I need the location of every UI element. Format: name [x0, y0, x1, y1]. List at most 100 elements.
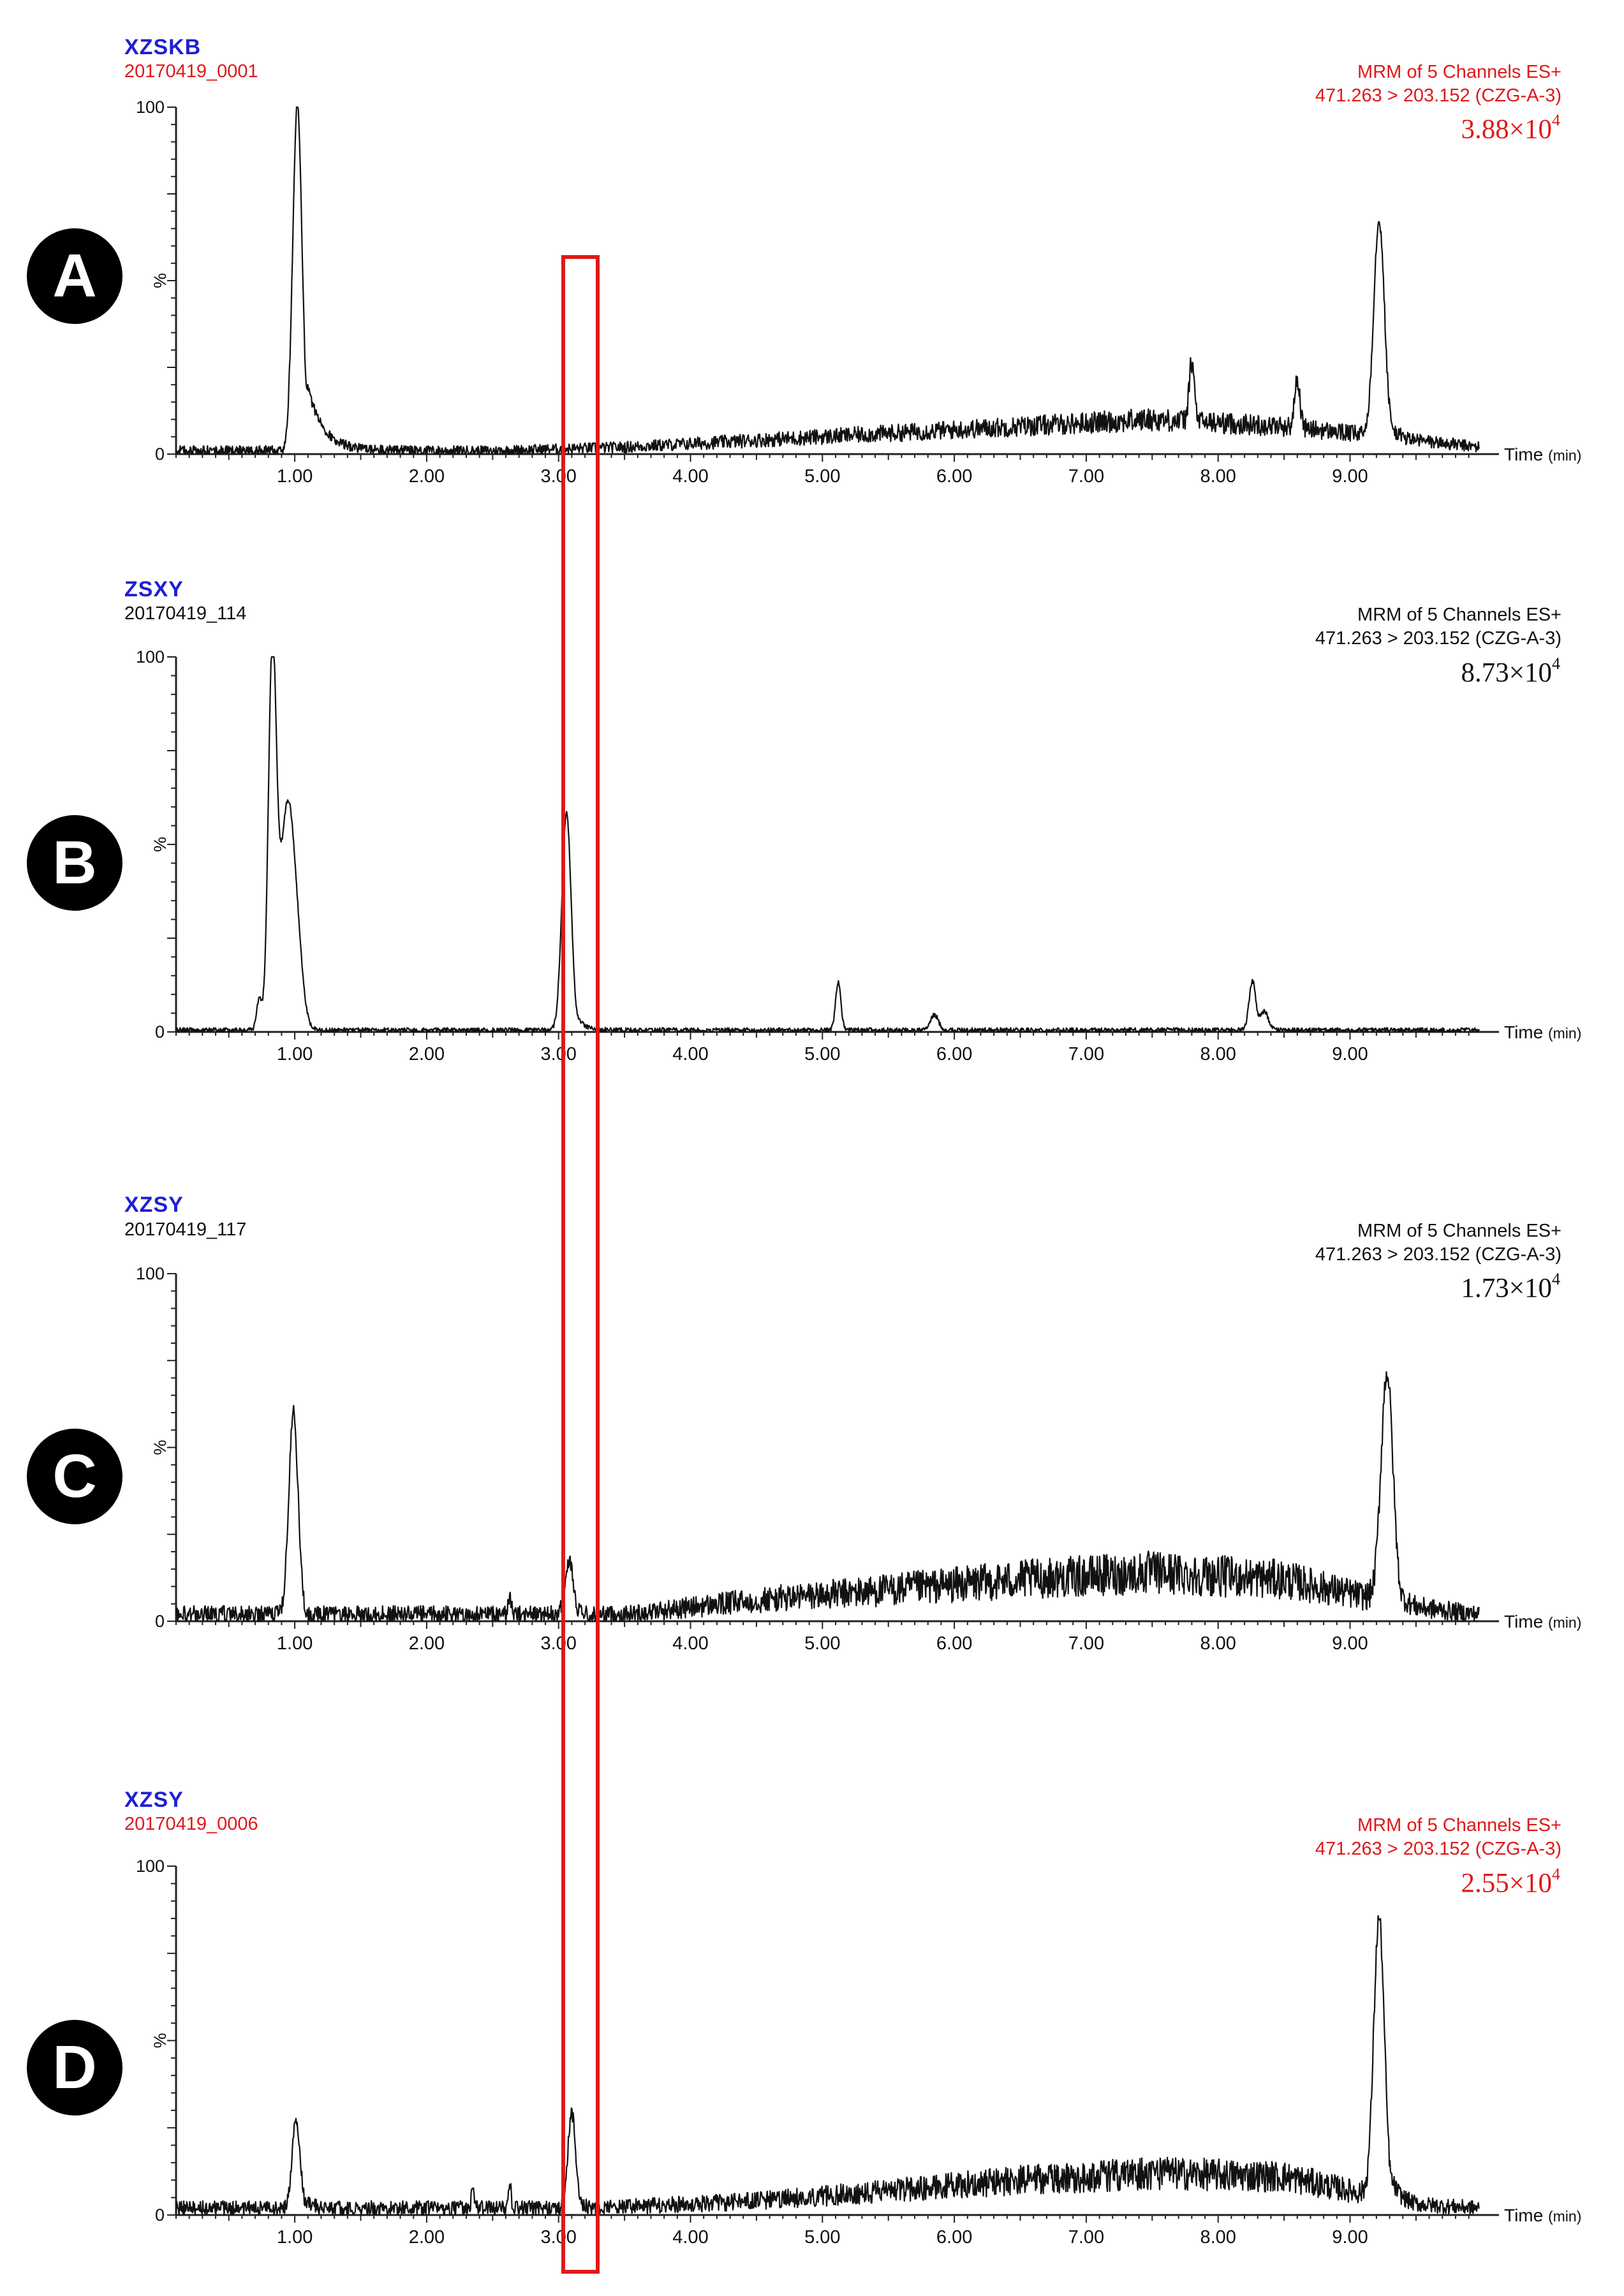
chromatogram-trace: [175, 106, 1480, 455]
sample-name: XZSKB: [124, 35, 202, 59]
chromatogram-panel-b: 0 100% 1.00 2.00 3.00 4.00 5.00 6.00 7.00 8.00 9.0…: [0, 574, 1624, 1148]
channel-label: MRM of 5 Channels ES+: [1357, 1221, 1561, 1241]
x-tick-label: 6.00: [936, 1633, 972, 1654]
channel-info: MRM of 5 Channels ES+ 471.263 > 203.152 …: [1315, 603, 1561, 651]
chromatogram-plot-a: 0 100% 1.00 2.00 3.00 4.00 5.00 6.00 7.00 8.00 9.0…: [136, 98, 1581, 487]
x-tick-label: 6.00: [936, 466, 972, 487]
x-tick-label: 8.00: [1200, 1633, 1236, 1654]
x-tick-label: 8.00: [1200, 1044, 1236, 1064]
x-tick-label: 9.00: [1332, 1044, 1368, 1064]
x-axis-unit: (min): [1548, 1025, 1581, 1041]
y-tick-label: 100: [136, 1264, 165, 1283]
transition-label: 471.263 > 203.152 (CZG-A-3): [1315, 628, 1561, 649]
sample-name: XZSY: [124, 1788, 184, 1812]
x-tick-label: 2.00: [409, 466, 445, 487]
x-tick-label: 9.00: [1332, 1633, 1368, 1654]
panel-badge: B: [27, 815, 122, 911]
x-tick-label: 7.00: [1068, 2227, 1104, 2248]
x-tick-label: 1.00: [277, 466, 313, 487]
y-tick-label: 0: [155, 445, 165, 464]
intensity-exponent: 4: [1552, 654, 1560, 673]
x-axis-label: Time (min): [1504, 1612, 1581, 1631]
x-tick-label: 3.00: [540, 1044, 576, 1064]
x-tick-label: 4.00: [672, 466, 708, 487]
y-tick-label: 100: [136, 98, 165, 117]
x-axis-label: Time (min): [1504, 2205, 1581, 2225]
intensity-exponent: 4: [1552, 111, 1560, 129]
x-tick-label: 6.00: [936, 1044, 972, 1064]
intensity-mantissa: 3.88×10: [1461, 114, 1552, 145]
channel-label: MRM of 5 Channels ES+: [1357, 62, 1561, 82]
x-tick-label: 1.00: [277, 1633, 313, 1654]
x-axis-unit: (min): [1548, 447, 1581, 464]
x-tick-label: 1.00: [277, 1044, 313, 1064]
channel-label: MRM of 5 Channels ES+: [1357, 1815, 1561, 1836]
intensity-exponent: 4: [1552, 1865, 1560, 1883]
y-axis-label: %: [151, 273, 170, 288]
x-tick-label: 3.00: [540, 2227, 576, 2248]
x-tick-label: 2.00: [409, 1044, 445, 1064]
intensity-mantissa: 2.55×10: [1461, 1868, 1552, 1899]
x-tick-label: 8.00: [1200, 2227, 1236, 2248]
transition-label: 471.263 > 203.152 (CZG-A-3): [1315, 1244, 1561, 1265]
chromatogram-trace: [175, 656, 1480, 1033]
panel-badge: A: [27, 228, 122, 324]
chromatogram-panel-c: 0 100% 1.00 2.00 3.00 4.00 5.00 6.00 7.00 8.00 9.0…: [0, 1148, 1624, 1722]
chromatogram-panel-d: 0 100% 1.00 2.00 3.00 4.00 5.00 6.00 7.00 8.00 9.0…: [0, 1722, 1624, 2296]
x-tick-label: 4.00: [672, 1044, 708, 1064]
y-tick-label: 0: [155, 1022, 165, 1041]
x-tick-label: 5.00: [804, 2227, 840, 2248]
channel-info: MRM of 5 Channels ES+ 471.263 > 203.152 …: [1315, 61, 1561, 108]
y-tick-label: 0: [155, 2205, 165, 2225]
x-tick-label: 6.00: [936, 2227, 972, 2248]
channel-info: MRM of 5 Channels ES+ 471.263 > 203.152 …: [1315, 1219, 1561, 1267]
intensity-label: 1.73×104: [1461, 1270, 1560, 1304]
run-id: 20170419_0001: [124, 61, 258, 82]
chromatogram-trace: [175, 1371, 1480, 1623]
y-axis-label: %: [151, 2033, 170, 2048]
intensity-mantissa: 8.73×10: [1461, 658, 1552, 688]
chromatogram-panel-a: 0 100% 1.00 2.00 3.00 4.00 5.00 6.00 7.00 8.00 9.0…: [0, 0, 1624, 574]
channel-label: MRM of 5 Channels ES+: [1357, 605, 1561, 625]
x-tick-label: 7.00: [1068, 1633, 1104, 1654]
intensity-label: 3.88×104: [1461, 111, 1560, 145]
x-tick-label: 9.00: [1332, 2227, 1368, 2248]
intensity-label: 2.55×104: [1461, 1865, 1560, 1899]
chromatogram-plot-b: 0 100% 1.00 2.00 3.00 4.00 5.00 6.00 7.00 8.00 9.0…: [136, 647, 1581, 1064]
highlight-box: [561, 255, 600, 2274]
y-axis-label: %: [151, 1439, 170, 1455]
channel-info: MRM of 5 Channels ES+ 471.263 > 203.152 …: [1315, 1814, 1561, 1861]
x-axis-unit: (min): [1548, 1614, 1581, 1631]
x-tick-label: 5.00: [804, 1633, 840, 1654]
x-axis-label: Time (min): [1504, 1022, 1581, 1042]
x-tick-label: 2.00: [409, 2227, 445, 2248]
run-id: 20170419_0006: [124, 1814, 258, 1834]
chromatogram-plot-d: 0 100% 1.00 2.00 3.00 4.00 5.00 6.00 7.00 8.00 9.0…: [136, 1857, 1581, 2248]
transition-label: 471.263 > 203.152 (CZG-A-3): [1315, 1839, 1561, 1859]
x-tick-label: 7.00: [1068, 466, 1104, 487]
y-tick-label: 100: [136, 1857, 165, 1876]
y-tick-label: 0: [155, 1612, 165, 1631]
run-id: 20170419_117: [124, 1219, 247, 1240]
chromatogram-plot-c: 0 100% 1.00 2.00 3.00 4.00 5.00 6.00 7.00 8.00 9.0…: [136, 1264, 1581, 1654]
chromatogram-trace: [175, 1915, 1480, 2216]
x-tick-label: 8.00: [1200, 466, 1236, 487]
x-tick-label: 9.00: [1332, 466, 1368, 487]
x-tick-label: 4.00: [672, 2227, 708, 2248]
x-tick-label: 5.00: [804, 466, 840, 487]
x-tick-label: 1.00: [277, 2227, 313, 2248]
transition-label: 471.263 > 203.152 (CZG-A-3): [1315, 85, 1561, 106]
intensity-exponent: 4: [1552, 1270, 1560, 1288]
x-tick-label: 2.00: [409, 1633, 445, 1654]
x-tick-label: 7.00: [1068, 1044, 1104, 1064]
run-id: 20170419_114: [124, 603, 247, 624]
panel-badge: D: [27, 2020, 122, 2116]
intensity-mantissa: 1.73×10: [1461, 1273, 1552, 1304]
panel-badge: C: [27, 1429, 122, 1524]
x-axis-label: Time (min): [1504, 445, 1581, 464]
x-tick-label: 4.00: [672, 1633, 708, 1654]
x-tick-label: 5.00: [804, 1044, 840, 1064]
y-tick-label: 100: [136, 647, 165, 666]
x-tick-label: 3.00: [540, 466, 576, 487]
sample-name: XZSY: [124, 1193, 184, 1217]
